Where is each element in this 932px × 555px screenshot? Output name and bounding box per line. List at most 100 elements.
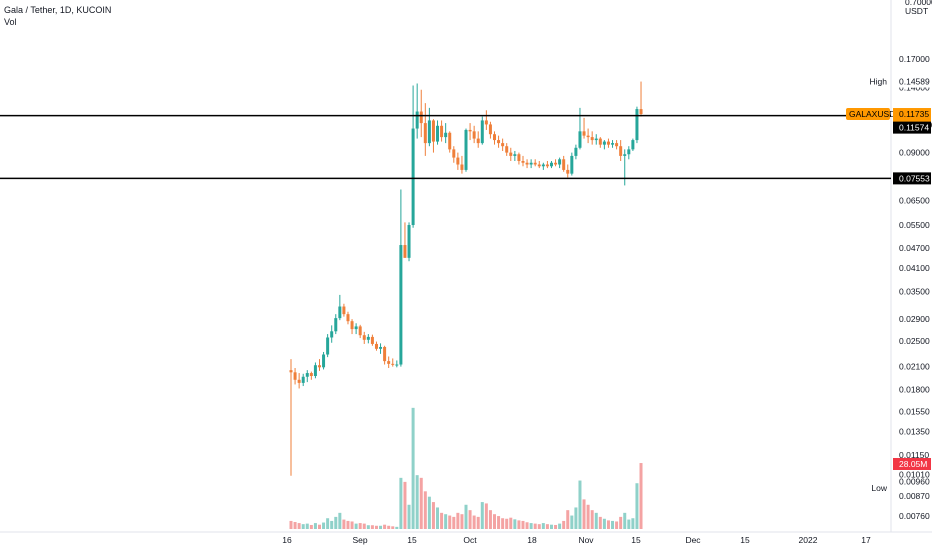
price-tick-label: 0.02900 [899,314,930,324]
volume-bar [407,504,411,529]
candle-body [379,346,383,349]
price-tick-label: 0.17000 [899,54,930,64]
volume-bar [456,512,460,529]
candle-body [631,140,635,150]
volume-bar [562,520,566,529]
volume-bar [582,499,586,529]
volume-bar [639,463,643,529]
candle-body [480,120,484,144]
high-label: High [870,77,888,87]
volume-bar [549,524,553,529]
candle-body [354,326,358,330]
candle-body [537,164,541,167]
volume-bar [493,514,496,529]
candle-body [460,164,464,170]
volume-bar [505,518,509,529]
volume-bar [317,524,321,529]
volume-bar [509,517,513,529]
candle-body [464,129,468,170]
volume-bar [322,522,326,529]
volume-bar [615,521,619,529]
price-axis[interactable]: 0.70000USDT0.170000.140000.110000.090000… [899,0,932,521]
price-tick-label: 0.02500 [899,336,930,346]
candle-body [411,128,415,226]
volume-bar [354,523,358,529]
upper-line-tag: 0.11574 [899,123,929,133]
candle-body [301,376,305,383]
volume-bar [387,525,391,529]
candle-body [448,132,452,150]
volume-bar [472,515,476,529]
time-tick-label: Nov [578,535,594,545]
volume-bar [399,477,403,529]
candle-body [334,318,338,332]
time-tick-label: Dec [685,535,701,545]
volume-bar [623,512,627,529]
volume-bar [517,520,521,529]
candle-body [635,109,639,141]
volume-bar [513,519,517,529]
candle-body [545,164,549,167]
price-tick-label: 0.01550 [899,406,930,416]
volume-bar [558,523,562,529]
symbol-tag: GALAXUSDT [849,109,901,119]
volume-bar [484,503,488,529]
candles [289,81,643,476]
candle-body [574,147,578,156]
candle-body [395,364,399,366]
time-tick-label: 17 [861,535,871,545]
candle-body [326,337,330,355]
candle-body [391,363,395,365]
candle-body [484,120,488,125]
volume-tag: 28.05M [899,459,927,469]
price-axis-unit: USDT [905,6,928,16]
time-axis[interactable]: 16 Sep 15 Oct 18 Nov 15 Dec 15 2022 17 [282,535,871,545]
volume-bar [395,526,399,529]
volume-bar [598,516,602,529]
candle-body [374,343,378,349]
upper-line-tag-bg [893,121,931,134]
volume-bar [480,502,484,529]
lower-line-tag-bg [893,172,931,185]
volume-bar [529,523,533,529]
candle-body [558,159,562,165]
candle-body [305,373,309,377]
candle-body [602,141,606,145]
chart-legend: Gala / Tether, 1D, KUCOIN Vol [4,4,111,28]
volume-bar [326,518,330,529]
volume-bar [358,523,362,529]
volume-bar [537,524,541,529]
time-tick-label: 2022 [799,535,818,545]
volume-bar [350,521,354,529]
candle-body [383,346,387,362]
candle-body [582,131,586,136]
price-tick-label: 0.00960 [899,477,930,487]
volume-bar [566,510,570,529]
volume-bar [366,525,370,529]
candle-body [338,306,342,319]
volume-bar [586,504,590,529]
volume-bar [297,523,301,529]
current-price: 0.11735 [899,109,929,119]
horizontal-lines[interactable] [0,114,891,180]
volume-bars [289,407,643,529]
volume-bar [383,524,387,529]
volume-bar [415,475,419,529]
candle-body [297,379,301,383]
candle-body [513,154,517,156]
time-tick-label: 15 [407,535,417,545]
volume-bar [521,520,525,529]
candle-body [468,129,472,132]
candle-body [330,331,334,338]
volume-bar [627,519,631,529]
volume-bar [334,516,338,529]
symbol-tag-bg [846,108,890,121]
candle-body [594,138,598,141]
volume-tag-bg [893,458,931,470]
volume-bar [403,481,407,529]
volume-bar [488,510,492,529]
volume-bar [440,512,444,529]
candle-body [358,326,362,336]
